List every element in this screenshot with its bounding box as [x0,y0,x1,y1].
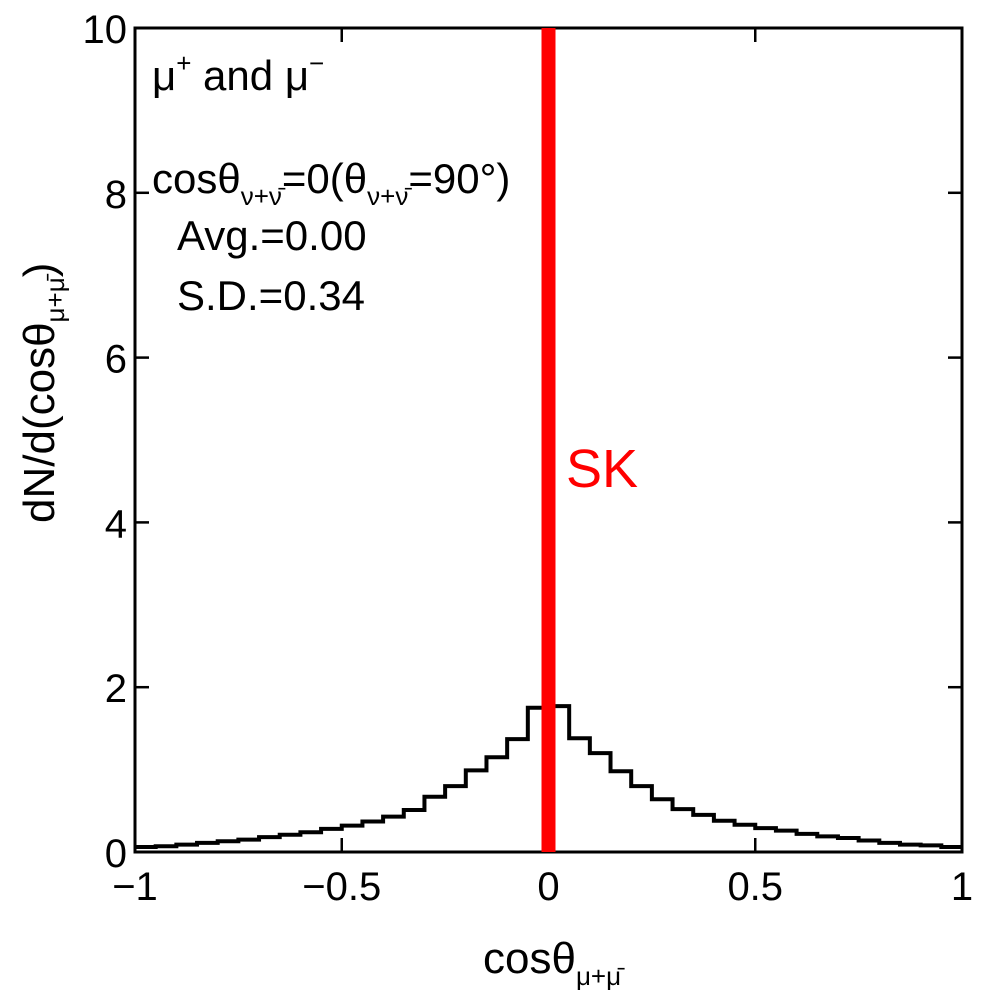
x-tick-label: 0 [537,865,559,909]
x-axis-label-main: cosθ [483,934,576,983]
plus-sign: + [176,48,191,78]
y-tick-label: 10 [83,8,128,52]
x-axis-label-sub: μ+μ̄ [576,961,625,991]
sd-annotation: S.D.=0.34 [177,272,365,319]
and-text: and [191,52,284,99]
x-axis-label: cosθμ+μ̄ [483,934,625,991]
minus-sign: − [309,48,324,78]
y-tick-label: 2 [105,667,127,711]
cos-theta: cosθ [152,155,241,202]
x-tick-label: 1 [951,865,973,909]
y-tick-label: 8 [105,173,127,217]
y-tick-label: 0 [105,832,127,876]
species-annotation: μ+ and μ− [152,48,324,99]
x-tick-label: −1 [112,865,158,909]
average-annotation: Avg.=0.00 [177,212,367,259]
eq-zero: =0(θ [282,155,367,202]
y-axis-label: dN/d(cosθμ+μ̄) [15,263,70,523]
y-axis-label-main: dN/d(cosθ [15,322,64,523]
axis-ticks [133,26,964,854]
nu-subscript-2: ν+ν̄ [367,181,412,211]
sk-label: SK [566,439,638,499]
y-axis-label-sub: μ+μ̄ [40,273,70,322]
x-tick-label: −0.5 [302,865,381,909]
mu-minus: μ [285,52,309,99]
y-axis-label-close: ) [15,263,64,278]
y-tick-label: 6 [105,338,127,382]
mu-plus: μ [152,52,176,99]
y-tick-label: 4 [105,502,127,546]
x-tick-label: 0.5 [727,865,783,909]
ninety-degrees: =90°) [408,155,510,202]
condition-annotation: cosθν+ν̄=0(θν+ν̄=90°) [152,155,510,211]
nu-subscript-1: ν+ν̄ [241,181,286,211]
